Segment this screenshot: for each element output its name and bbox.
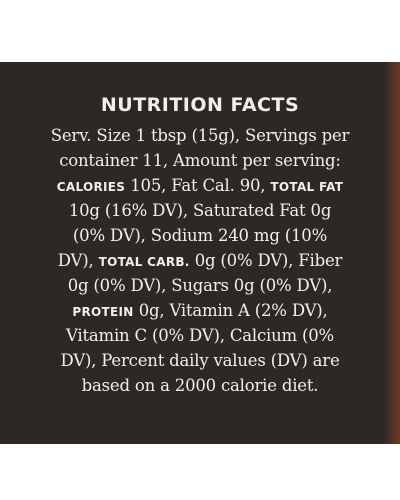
line-10-text: DV), Percent daily values (DV) are [60,351,340,370]
line-1-text: Serv. Size 1 tbsp (15g), Servings per [50,126,350,145]
label-line-9: Vitamin C (0% DV), Calcium (0% [0,326,400,345]
line-11-text: based on a 2000 calorie diet. [81,376,319,395]
label-line-2: container 11, Amount per serving: [0,151,400,170]
protein-heading: PROTEIN [72,305,134,319]
line-5-text: (0% DV), Sodium 240 mg (10% [72,226,328,245]
line-2-text: container 11, Amount per serving: [59,151,341,170]
nutrition-facts-title: NUTRITION FACTS [100,94,300,116]
calories-heading: CALORIES [56,180,126,194]
line-7-text: 0g (0% DV), Sugars 0g (0% DV), [67,276,333,295]
line-6-text-a: DV), [57,251,99,270]
panel-edge-shading [384,62,400,444]
label-line-6: DV), TOTAL CARB. 0g (0% DV), Fiber [0,251,400,270]
label-line-10: DV), Percent daily values (DV) are [0,351,400,370]
label-line-7: 0g (0% DV), Sugars 0g (0% DV), [0,276,400,295]
label-line-3: CALORIES 105, Fat Cal. 90, TOTAL FAT [0,176,400,195]
label-line-8: PROTEIN 0g, Vitamin A (2% DV), [0,301,400,320]
line-4-text: 10g (16% DV), Saturated Fat 0g [68,201,332,220]
line-8-text: 0g, Vitamin A (2% DV), [133,301,328,320]
label-line-11: based on a 2000 calorie diet. [0,376,400,395]
label-line-4: 10g (16% DV), Saturated Fat 0g [0,201,400,220]
label-line-1: Serv. Size 1 tbsp (15g), Servings per [0,126,400,145]
total-fat-heading: TOTAL FAT [270,180,344,194]
total-carb-heading: TOTAL CARB. [98,255,190,269]
line-3-text: 105, Fat Cal. 90, [125,176,271,195]
label-line-5: (0% DV), Sodium 240 mg (10% [0,226,400,245]
line-6-text-b: 0g (0% DV), Fiber [189,251,343,270]
nutrition-label-panel: NUTRITION FACTS Serv. Size 1 tbsp (15g),… [0,62,400,444]
line-9-text: Vitamin C (0% DV), Calcium (0% [65,326,335,345]
